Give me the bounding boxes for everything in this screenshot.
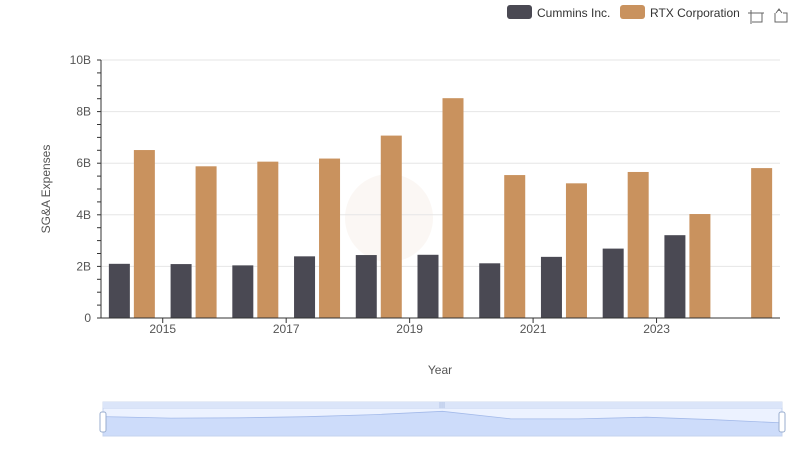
restore-icon[interactable]: [774, 8, 788, 23]
series-rtx-bars: [133, 98, 773, 319]
bar-rtx-2015[interactable]: [195, 166, 217, 318]
bar-rtx-2022[interactable]: [627, 171, 649, 318]
data-zoom-selected-range[interactable]: [102, 407, 783, 437]
data-zoom-handle-right[interactable]: [778, 411, 786, 433]
series-cummins-bars: [108, 235, 686, 318]
bar-cummins-2021[interactable]: [540, 256, 562, 318]
data-zoom-handle-left[interactable]: [99, 411, 107, 433]
bar-cummins-2023[interactable]: [664, 235, 686, 318]
bar-cummins-2014[interactable]: [108, 263, 130, 318]
x-tick-label: 2019: [396, 322, 423, 336]
zoom-icon[interactable]: [748, 10, 764, 24]
y-axis: 0 2B 4B 6B 8B 10B: [70, 53, 102, 325]
x-tick-label: 2015: [149, 322, 176, 336]
bar-rtx-2017[interactable]: [319, 158, 341, 318]
y-tick-label: 0: [84, 311, 91, 325]
x-axis: 2015 2017 2019 2021 2023: [101, 317, 780, 336]
x-tick-label: 2017: [273, 322, 300, 336]
y-tick-label: 2B: [76, 259, 91, 273]
legend-swatch-cummins: [507, 5, 532, 19]
legend[interactable]: Cummins Inc. RTX Corporation: [507, 5, 740, 20]
y-axis-title: SG&A Expenses: [39, 145, 53, 234]
bar-rtx-2020[interactable]: [504, 175, 526, 318]
legend-label-cummins: Cummins Inc.: [537, 6, 610, 20]
bar-cummins-2015[interactable]: [170, 264, 192, 318]
data-zoom-slider[interactable]: |||: [99, 401, 786, 437]
y-tick-label: 4B: [76, 208, 91, 222]
data-zoom-top-bar[interactable]: [103, 402, 782, 408]
bar-cummins-2020[interactable]: [479, 263, 501, 318]
legend-item-cummins[interactable]: Cummins Inc.: [507, 5, 610, 20]
bar-cummins-2016[interactable]: [232, 265, 254, 318]
y-tick-label: 10B: [70, 53, 91, 67]
data-zoom-drag-grip[interactable]: |||: [439, 402, 445, 409]
bar-rtx-2023[interactable]: [689, 214, 711, 318]
bar-cummins-2018[interactable]: [355, 255, 377, 318]
bar-rtx-2024[interactable]: [751, 168, 773, 318]
data-zoom-preview-area: [102, 410, 783, 437]
legend-label-rtx: RTX Corporation: [650, 6, 740, 20]
legend-item-rtx[interactable]: RTX Corporation: [620, 5, 740, 20]
bar-rtx-2016[interactable]: [257, 161, 279, 318]
bar-rtx-2018[interactable]: [380, 135, 402, 318]
y-tick-label: 6B: [76, 156, 91, 170]
y-tick-label: 8B: [76, 105, 91, 119]
bar-cummins-2019[interactable]: [417, 254, 439, 318]
bar-rtx-2021[interactable]: [565, 183, 587, 318]
legend-swatch-rtx: [620, 5, 645, 19]
x-tick-label: 2021: [520, 322, 547, 336]
x-axis-title: Year: [428, 363, 452, 377]
x-tick-label: 2023: [643, 322, 670, 336]
bar-rtx-2019[interactable]: [442, 98, 464, 319]
bar-cummins-2017[interactable]: [294, 256, 316, 318]
bar-cummins-2022[interactable]: [602, 248, 624, 318]
bar-rtx-2014[interactable]: [133, 150, 155, 318]
